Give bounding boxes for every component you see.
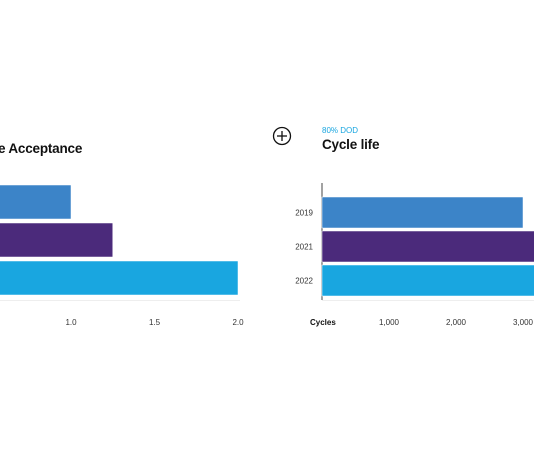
chart-0-x-tick-label: 1.0 xyxy=(65,318,77,327)
plus-circle-icon[interactable] xyxy=(272,126,292,146)
chart-1-x-tick-label: 1,000 xyxy=(379,318,400,327)
chart-1-x-tick-label: 3,000 xyxy=(513,318,534,327)
chart-1-category-label: 2021 xyxy=(295,243,313,252)
chart-1-x-axis-label: Cycles xyxy=(310,318,336,327)
chart-1-category-label: 2022 xyxy=(295,277,313,286)
chart-1-bar-0 xyxy=(321,196,524,229)
chart-1-x-tick-label: 2,000 xyxy=(446,318,467,327)
chart-0-bar-2 xyxy=(0,260,239,296)
chart-1-bar-2 xyxy=(321,264,534,297)
chart-right-title: Cycle life xyxy=(322,137,380,152)
chart-0-x-tick-label: 2.0 xyxy=(232,318,244,327)
chart-1-bar-1 xyxy=(321,230,534,263)
chart-right-subtitle: 80% DOD xyxy=(322,126,359,135)
chart-0-x-tick-label: 1.5 xyxy=(149,318,161,327)
chart-0-bar-0 xyxy=(0,184,72,220)
chart-left-title: e Acceptance xyxy=(0,141,83,156)
chart-0-bar-1 xyxy=(0,222,113,258)
chart-1-category-label: 2019 xyxy=(295,209,313,218)
